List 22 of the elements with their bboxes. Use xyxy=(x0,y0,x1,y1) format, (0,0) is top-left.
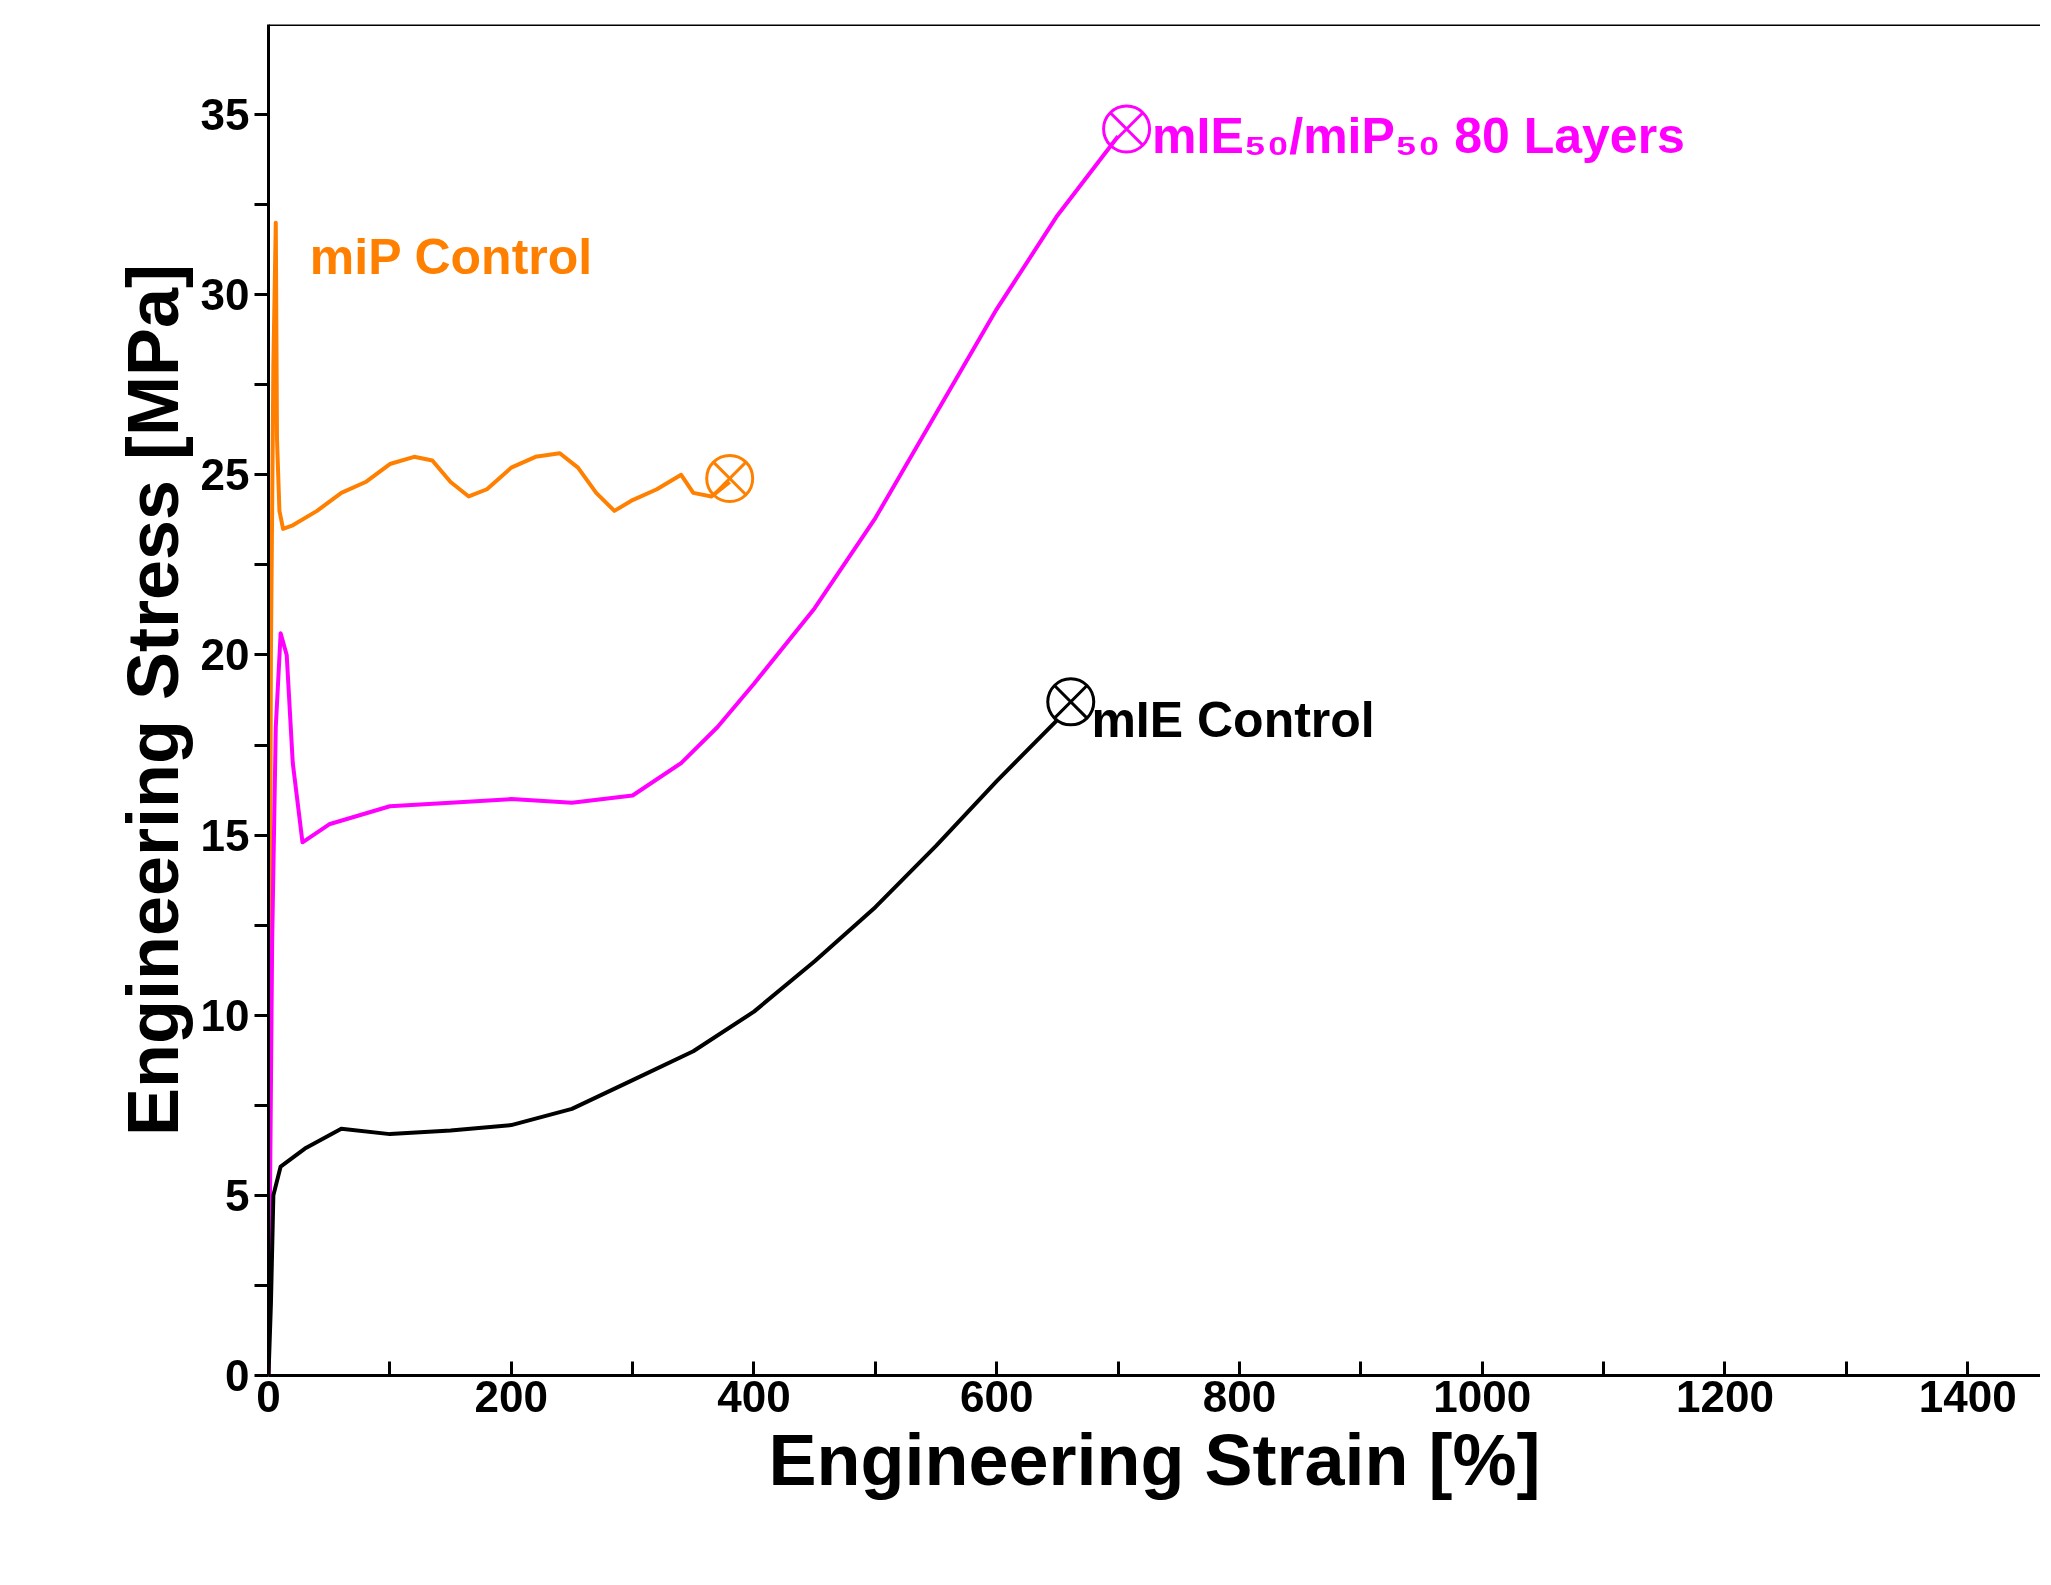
series-label: mIE₅₀/miP₅₀ 80 Layers xyxy=(1152,108,1685,165)
series-label: mIE Control xyxy=(1091,691,1375,748)
x-tick-label: 1400 xyxy=(1918,1371,2017,1421)
x-tick-label: 1200 xyxy=(1676,1371,1774,1421)
y-tick-label: 15 xyxy=(200,810,250,860)
point xyxy=(1102,104,1152,154)
y-axis-title: Engineering Stress [MPa] xyxy=(112,263,193,1137)
x-tick-label: 0 xyxy=(256,1371,281,1421)
y-tick-label: 10 xyxy=(200,990,250,1040)
x-tick-label: 1000 xyxy=(1433,1371,1532,1421)
series-label: miP Control xyxy=(309,228,593,285)
y-tick-label: 20 xyxy=(200,630,250,680)
x-tick-label: 400 xyxy=(717,1371,791,1421)
x-tick-label: 200 xyxy=(474,1371,548,1421)
y-tick-label: 5 xyxy=(225,1170,250,1220)
point xyxy=(1046,677,1096,727)
y-tick-label: 25 xyxy=(200,450,250,500)
y-tick-label: 30 xyxy=(200,270,250,320)
x-tick-label: 600 xyxy=(960,1371,1034,1421)
x-tick-label: 800 xyxy=(1202,1371,1277,1421)
x-axis-title: Engineering Strain [%] xyxy=(768,1419,1541,1500)
y-tick-label: 35 xyxy=(200,90,250,140)
